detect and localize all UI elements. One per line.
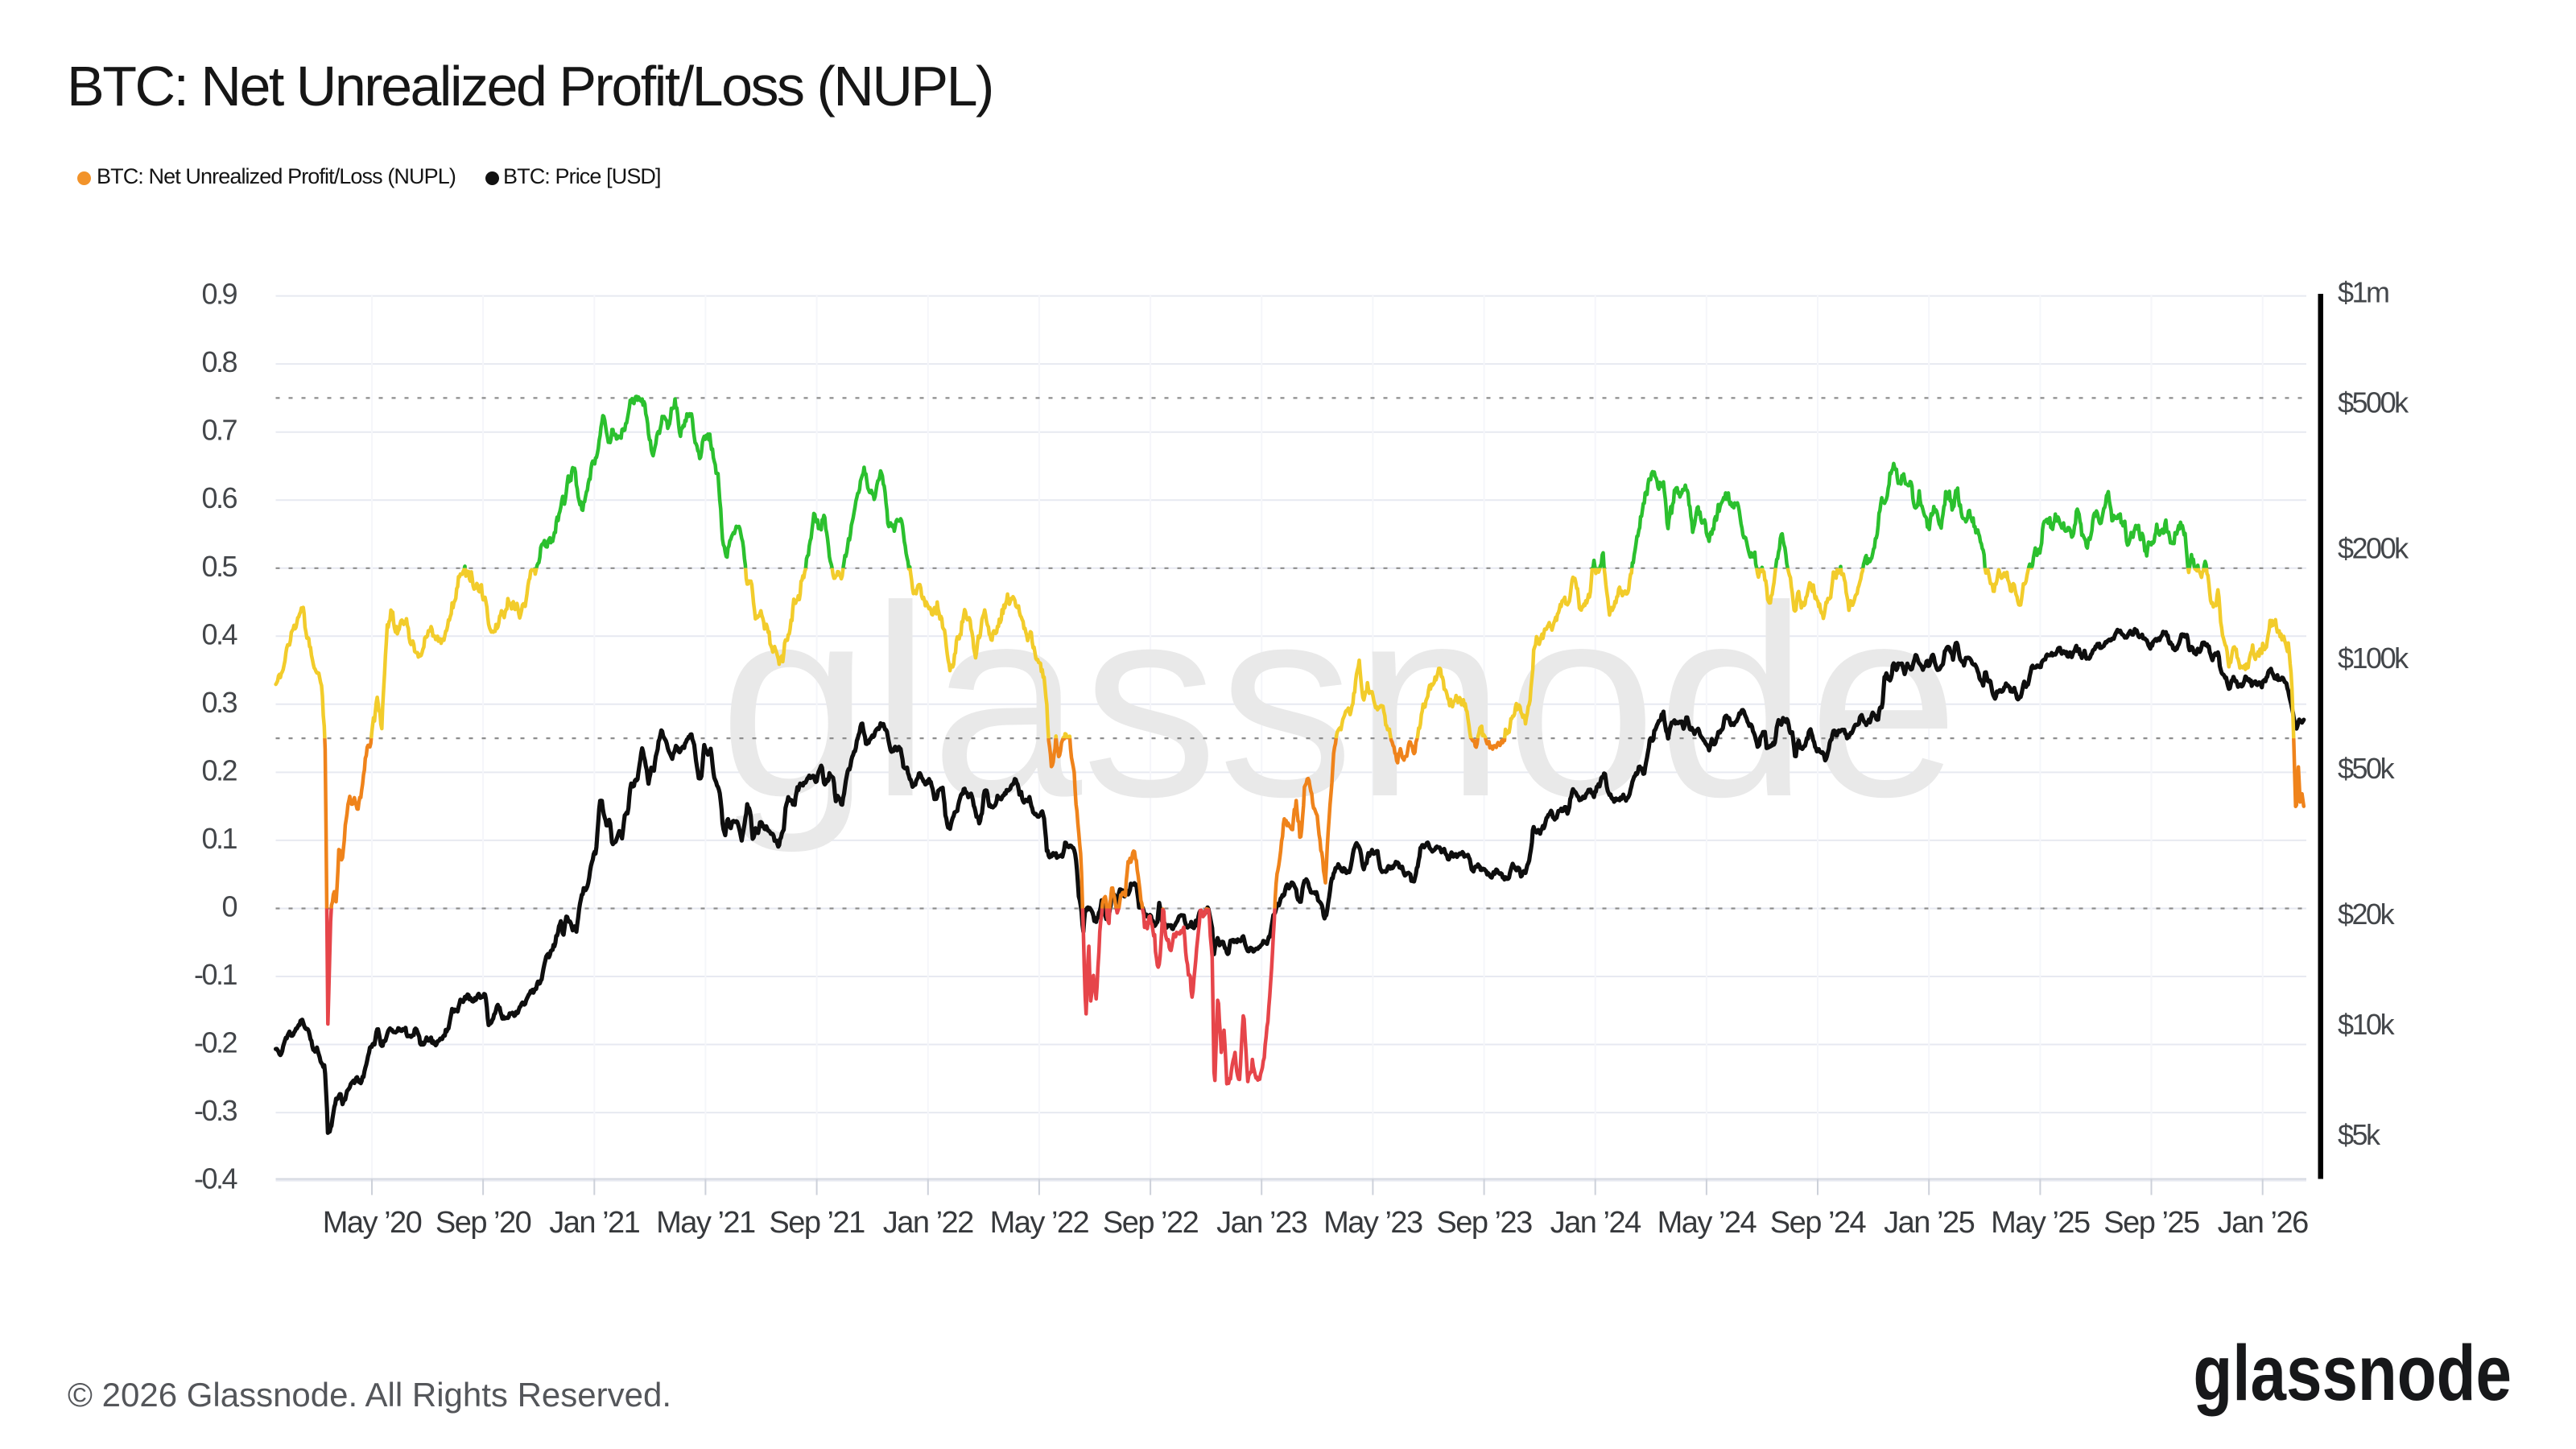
svg-text:0.3: 0.3 xyxy=(201,686,237,719)
svg-text:0.1: 0.1 xyxy=(201,822,237,855)
svg-text:May ’24: May ’24 xyxy=(1657,1206,1757,1240)
svg-text:0.8: 0.8 xyxy=(201,345,237,378)
svg-text:May ’22: May ’22 xyxy=(990,1206,1089,1240)
svg-text:BTC: Net Unrealized Profit/Los: BTC: Net Unrealized Profit/Loss (NUPL) xyxy=(67,55,993,118)
svg-text:0.9: 0.9 xyxy=(201,278,237,311)
svg-text:BTC: Price [USD]: BTC: Price [USD] xyxy=(503,164,661,188)
svg-text:Jan ’26: Jan ’26 xyxy=(2218,1206,2308,1240)
svg-text:-0.4: -0.4 xyxy=(194,1162,237,1195)
svg-text:-0.2: -0.2 xyxy=(194,1026,237,1059)
svg-text:0: 0 xyxy=(221,890,237,923)
svg-text:Jan ’22: Jan ’22 xyxy=(883,1206,973,1240)
svg-text:Jan ’23: Jan ’23 xyxy=(1216,1206,1307,1240)
svg-text:$10k: $10k xyxy=(2338,1008,2396,1041)
svg-text:0.7: 0.7 xyxy=(201,414,237,447)
svg-text:May ’20: May ’20 xyxy=(323,1206,422,1240)
svg-text:Sep ’22: Sep ’22 xyxy=(1103,1206,1199,1240)
svg-text:$1m: $1m xyxy=(2338,276,2388,309)
svg-text:Sep ’24: Sep ’24 xyxy=(1770,1206,1867,1240)
svg-text:$200k: $200k xyxy=(2338,531,2409,564)
svg-text:Jan ’21: Jan ’21 xyxy=(549,1206,639,1240)
svg-text:Sep ’23: Sep ’23 xyxy=(1436,1206,1532,1240)
svg-text:$5k: $5k xyxy=(2338,1118,2381,1151)
svg-text:$500k: $500k xyxy=(2338,386,2409,419)
svg-text:Sep ’21: Sep ’21 xyxy=(769,1206,865,1240)
svg-text:0.4: 0.4 xyxy=(201,617,237,650)
svg-text:-0.1: -0.1 xyxy=(194,958,237,991)
svg-text:0.5: 0.5 xyxy=(201,550,237,583)
svg-text:© 2026 Glassnode. All Rights R: © 2026 Glassnode. All Rights Reserved. xyxy=(68,1376,671,1414)
svg-text:BTC: Net Unrealized Profit/Los: BTC: Net Unrealized Profit/Loss (NUPL) xyxy=(97,164,456,188)
svg-text:Sep ’25: Sep ’25 xyxy=(2103,1206,2199,1240)
svg-text:glassnode: glassnode xyxy=(2193,1328,2512,1416)
svg-text:Sep ’20: Sep ’20 xyxy=(436,1206,531,1240)
svg-text:Jan ’25: Jan ’25 xyxy=(1884,1206,1974,1240)
svg-text:May ’25: May ’25 xyxy=(1991,1206,2090,1240)
svg-text:May ’21: May ’21 xyxy=(656,1206,755,1240)
svg-text:$100k: $100k xyxy=(2338,642,2409,675)
svg-text:$50k: $50k xyxy=(2338,752,2396,785)
svg-text:$20k: $20k xyxy=(2338,898,2396,931)
svg-text:0.6: 0.6 xyxy=(201,481,237,514)
svg-text:0.2: 0.2 xyxy=(201,753,237,786)
svg-text:-0.3: -0.3 xyxy=(194,1094,237,1127)
svg-text:Jan ’24: Jan ’24 xyxy=(1550,1206,1641,1240)
svg-text:May ’23: May ’23 xyxy=(1323,1206,1422,1240)
